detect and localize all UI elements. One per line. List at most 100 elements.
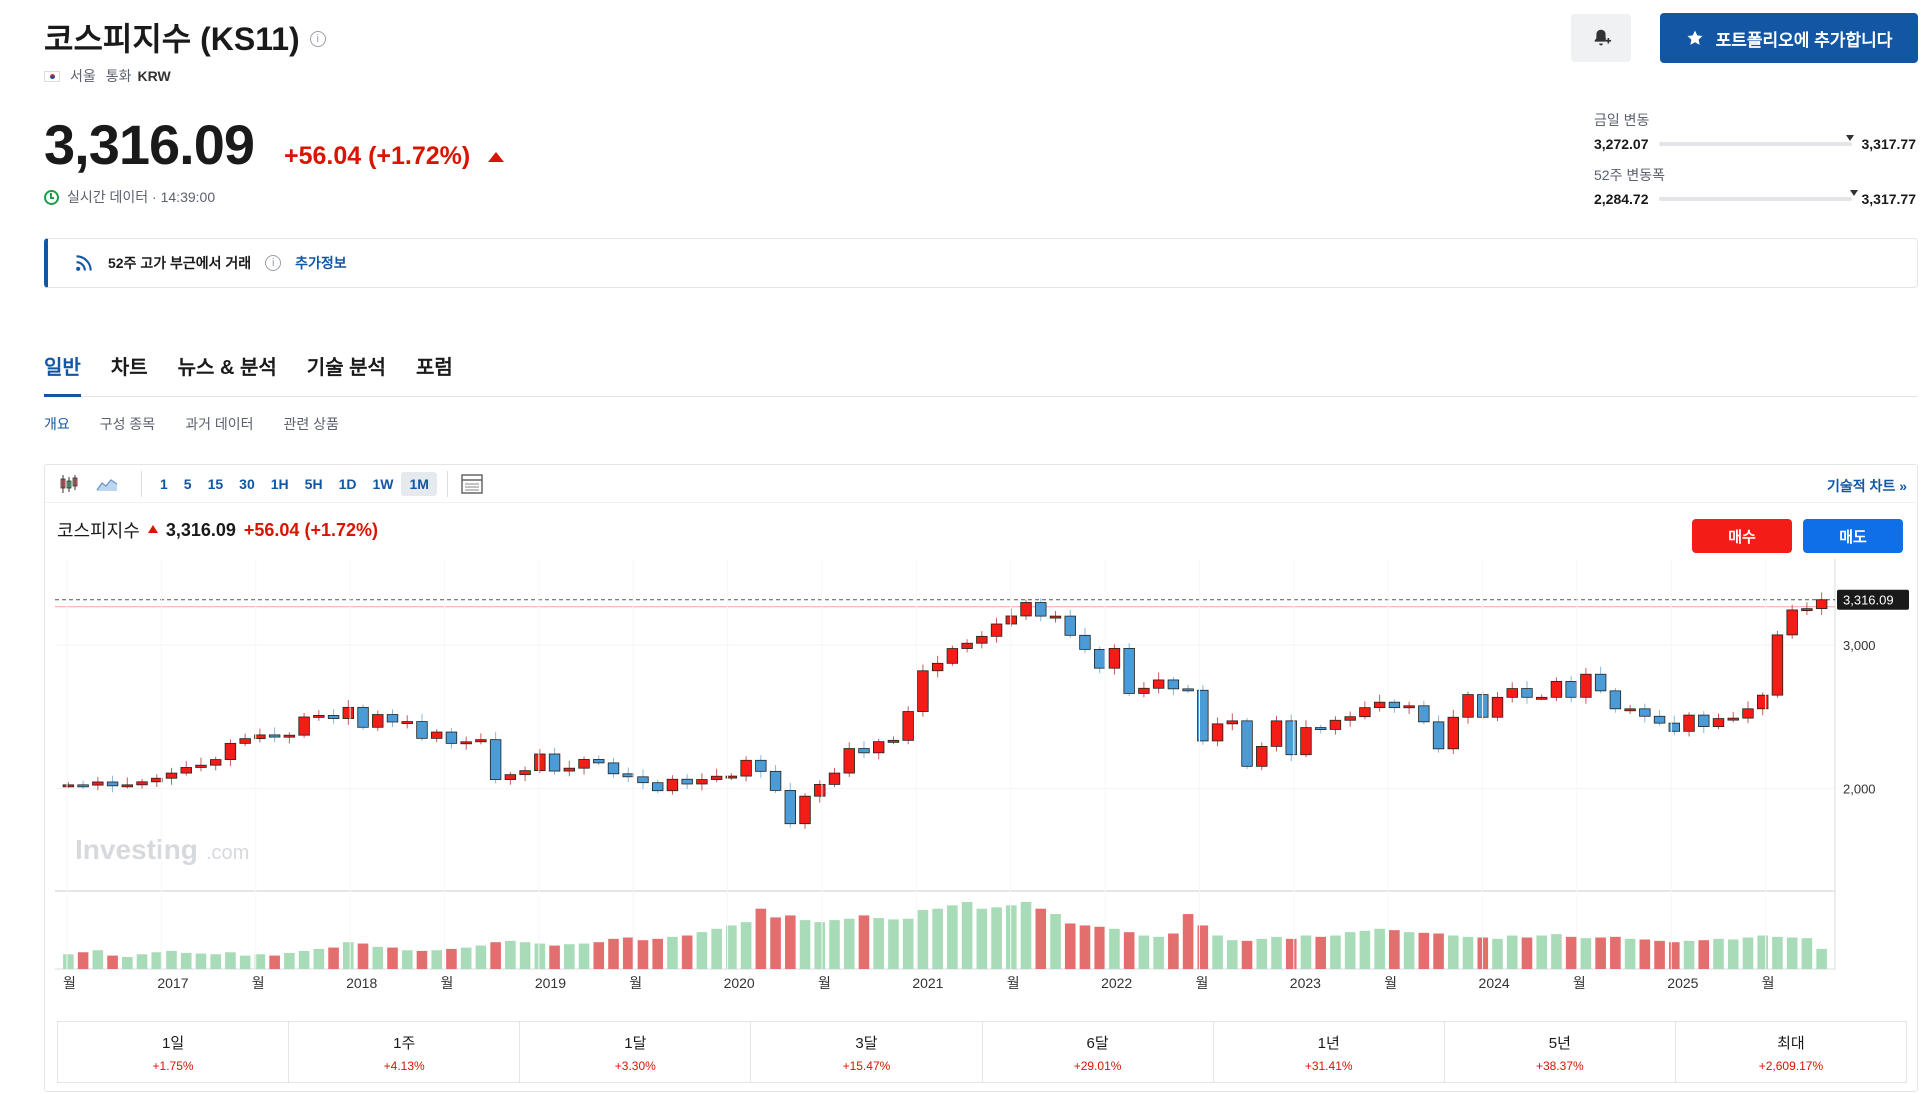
volume-bar (1197, 925, 1209, 969)
candle-body (1698, 714, 1710, 727)
candle-body (681, 778, 693, 785)
interval-1w[interactable]: 1W (372, 475, 394, 492)
volume-bar (1757, 935, 1769, 969)
candle-body (784, 790, 797, 825)
perf-max[interactable]: 최대 +2,609.17% (1676, 1022, 1906, 1082)
candle-body (1035, 602, 1047, 617)
chart-panel: 1 5 15 30 1H 5H 1D 1W 1M 기술적 차트 » 코스피지수 … (44, 464, 1918, 1092)
volume-bar (92, 950, 104, 969)
interval-1d[interactable]: 1D (338, 475, 357, 492)
interval-5[interactable]: 5 (183, 475, 192, 492)
day-range-marker (1845, 135, 1854, 141)
page-title: 코스피지수 (KS11) (44, 21, 300, 57)
volume-bar (711, 928, 722, 969)
x-tick-label: 2023 (1290, 975, 1321, 991)
candlestick-icon[interactable] (55, 470, 83, 498)
volume-bar (1595, 937, 1606, 969)
technical-chart-link[interactable]: 기술적 차트 » (1827, 478, 1907, 494)
perf-1w[interactable]: 1주 +4.13% (289, 1022, 521, 1082)
alert-info-icon[interactable]: i (265, 255, 282, 271)
subtab-related[interactable]: 관련 상품 (283, 416, 339, 432)
volume-bar (976, 908, 988, 969)
volume-bar (401, 950, 413, 969)
volume-bar (829, 920, 840, 969)
perf-1d[interactable]: 1일 +1.75% (58, 1022, 290, 1082)
candle-body (195, 764, 207, 768)
candle-body (416, 721, 428, 739)
week52-range-row: 2,284.72 3,317.77 (1594, 190, 1916, 207)
sell-button[interactable]: 매도 (1803, 519, 1903, 553)
candle-body (430, 731, 443, 739)
perf-5y[interactable]: 5년 +38.37% (1445, 1022, 1676, 1082)
main-tabs: 일반 차트 뉴스 & 분석 기술 분석 포럼 (44, 345, 1918, 397)
subtab-components[interactable]: 구성 종목 (99, 416, 156, 432)
volume-bar (151, 952, 163, 969)
interval-5h[interactable]: 5H (304, 475, 323, 492)
candle-body (961, 642, 973, 649)
table-view-icon[interactable] (458, 470, 486, 498)
toolbar-separator (141, 470, 142, 497)
candle-body (563, 767, 576, 772)
interval-1[interactable]: 1 (160, 475, 168, 492)
candle-body (445, 731, 458, 744)
volume-bar (608, 938, 619, 969)
candle-body (1285, 720, 1297, 756)
x-tick-label: 월 (63, 975, 76, 991)
subtab-summary[interactable]: 개요 (44, 416, 70, 432)
trading-alert-box: 52주 고가 부근에서 거래 i 추가정보 (44, 238, 1918, 288)
candle-body (637, 776, 649, 784)
volume-bar (166, 950, 177, 969)
investing-watermark-suffix: .com (206, 842, 249, 864)
area-chart-icon[interactable] (93, 470, 121, 498)
sub-tabs: 개요 구성 종목 과거 데이터 관련 상품 (44, 414, 339, 434)
interval-15[interactable]: 15 (207, 475, 224, 492)
buy-button[interactable]: 매수 (1692, 519, 1792, 553)
candle-body (843, 748, 855, 774)
candle-body (1049, 615, 1062, 619)
candle-body (1344, 716, 1356, 721)
price-row: 3,316.09 +56.04 (+1.72%) (44, 112, 505, 177)
tab-technical[interactable]: 기술 분석 (306, 357, 386, 379)
volume-bar (1123, 932, 1135, 969)
week52-range-bar (1658, 190, 1858, 201)
star-icon (1687, 30, 1703, 45)
candle-body (460, 741, 472, 745)
volume-bar (843, 918, 855, 969)
interval-1m[interactable]: 1M (401, 471, 437, 496)
candle-body (1771, 634, 1784, 696)
tab-chart[interactable]: 차트 (110, 357, 148, 379)
candle-body (1300, 727, 1312, 756)
alert-bell-button[interactable] (1571, 14, 1631, 62)
candle-body (1138, 687, 1150, 694)
tab-news[interactable]: 뉴스 & 분석 (177, 357, 277, 379)
tab-forum[interactable]: 포럼 (415, 357, 453, 379)
volume-bar (1418, 932, 1430, 969)
candle-body (1491, 696, 1504, 718)
perf-label: 3달 (855, 1034, 878, 1052)
volume-bar (1447, 935, 1459, 969)
volume-bar (1433, 933, 1444, 969)
volume-bar (1168, 933, 1179, 969)
candle-body (1668, 722, 1681, 732)
interval-1h[interactable]: 1H (270, 475, 289, 492)
subtab-historical[interactable]: 과거 데이터 (185, 416, 254, 432)
perf-1y[interactable]: 1년 +31.41% (1214, 1022, 1445, 1082)
interval-30[interactable]: 30 (239, 475, 255, 492)
volume-bar (1786, 937, 1798, 969)
perf-1m[interactable]: 1달 +3.30% (520, 1022, 752, 1082)
volume-bar (1344, 932, 1356, 969)
candle-body (1256, 745, 1268, 767)
candle-body (1182, 688, 1194, 692)
more-info-link[interactable]: 추가정보 (295, 255, 347, 271)
x-tick-label: 월 (1195, 975, 1208, 991)
tab-overview[interactable]: 일반 (44, 345, 81, 397)
perf-3m[interactable]: 3달 +15.47% (751, 1022, 983, 1082)
current-price-label: 3,316.09 (1843, 593, 1894, 608)
candle-body (92, 781, 104, 786)
perf-6m[interactable]: 6달 +29.01% (983, 1022, 1214, 1082)
add-to-portfolio-button[interactable]: 포트폴리오에 추가합니다 (1660, 13, 1918, 63)
info-icon[interactable]: i (309, 31, 326, 47)
candle-body (386, 714, 399, 723)
candlestick-chart[interactable]: 2,000 3,000 Investing .com 3,316.09 월 2017 월 201… (45, 559, 1917, 999)
candle-body (1786, 609, 1798, 636)
